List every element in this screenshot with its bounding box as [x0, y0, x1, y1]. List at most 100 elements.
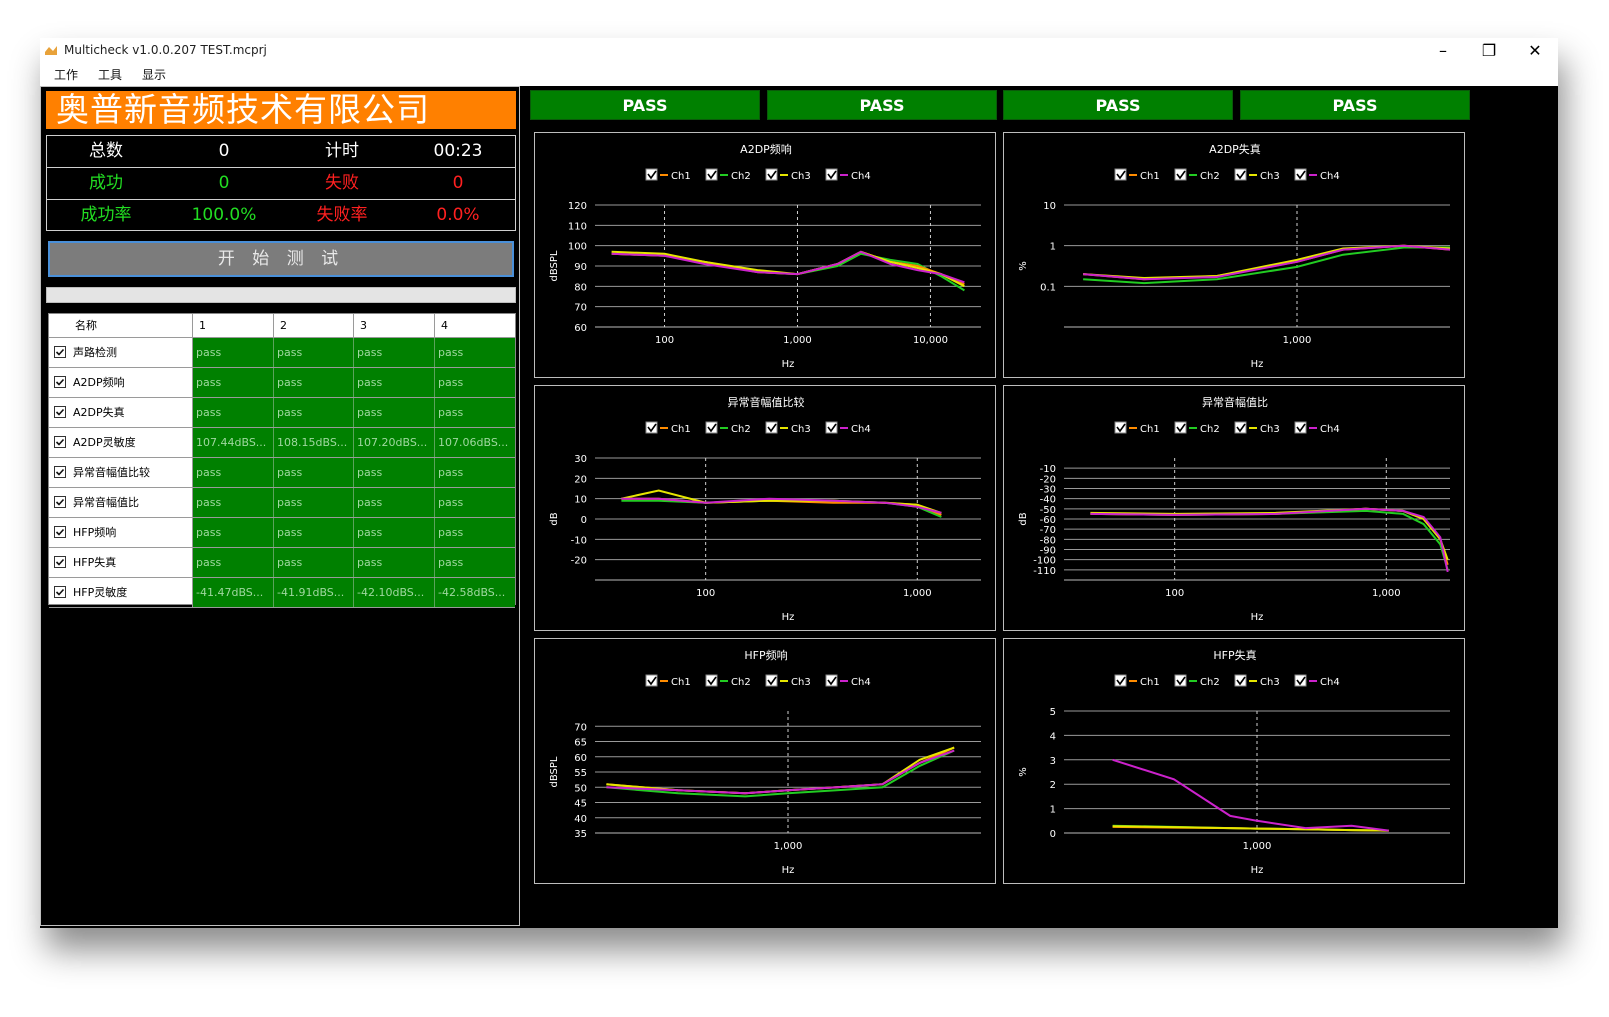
grid-row: HFP频响 pass pass pass pass	[49, 518, 515, 548]
grid-row-name: A2DP频响	[49, 368, 193, 397]
y-tick-label: 120	[568, 201, 587, 212]
grid-row-label: HFP灵敏度	[73, 586, 128, 599]
grid-result-cell: pass	[354, 548, 435, 577]
row-checkbox[interactable]	[54, 586, 66, 598]
legend-checkbox	[765, 168, 778, 181]
menu-tools[interactable]: 工具	[98, 67, 123, 82]
legend-checkbox	[1294, 421, 1307, 434]
row-checkbox[interactable]	[54, 556, 66, 568]
series-line	[1083, 244, 1451, 281]
legend-label: Ch3	[791, 171, 811, 182]
row-checkbox[interactable]	[54, 406, 66, 418]
x-axis-label: Hz	[1251, 865, 1264, 876]
y-tick-label: 50	[574, 783, 587, 794]
check-icon	[1236, 170, 1246, 180]
grid-result-cell: pass	[193, 458, 274, 487]
y-tick-label: 3	[1050, 756, 1056, 767]
legend-label: Ch1	[1140, 171, 1160, 182]
row-checkbox[interactable]	[54, 436, 66, 448]
start-test-button[interactable]: 开 始 测 试	[48, 241, 514, 277]
grid-result-cell: 107.44dBS...	[193, 428, 274, 457]
legend-label: Ch3	[791, 677, 811, 688]
pass-banner-2: PASS	[767, 90, 997, 120]
left-panel: 奥普新音频技术有限公司 总数 0 计时 00:23 成功 0 失败 0 成功率 …	[40, 86, 520, 926]
grid-result-cell: pass	[435, 368, 515, 397]
grid-result-cell: pass	[354, 398, 435, 427]
row-checkbox[interactable]	[54, 376, 66, 388]
y-tick-label: 20	[574, 474, 587, 485]
series-line	[606, 746, 955, 795]
series-line	[621, 497, 942, 514]
app-logo-icon	[45, 46, 57, 55]
x-axis-label: Hz	[782, 359, 795, 370]
check-icon	[1176, 676, 1186, 686]
grid-result-cell: pass	[435, 518, 515, 547]
grid-header-4: 4	[441, 319, 448, 332]
chart-title: A2DP频响	[740, 142, 792, 156]
legend-label: Ch2	[731, 171, 751, 182]
grid-result-cell: pass	[274, 548, 354, 577]
y-tick-label: -70	[1040, 525, 1056, 536]
check-icon	[647, 676, 657, 686]
y-axis-label: dBSPL	[549, 756, 560, 787]
check-icon	[1116, 676, 1126, 686]
grid-result-cell: 107.20dBS...	[354, 428, 435, 457]
y-tick-label: 2	[1050, 780, 1056, 791]
check-icon	[55, 378, 65, 386]
row-checkbox[interactable]	[54, 526, 66, 538]
y-tick-label: 35	[574, 829, 587, 840]
row-checkbox[interactable]	[54, 346, 66, 358]
row-checkbox[interactable]	[54, 466, 66, 478]
timer-value: 00:23	[433, 141, 483, 161]
series-line	[1090, 507, 1449, 566]
legend-label: Ch1	[671, 171, 691, 182]
y-tick-label: 30	[574, 454, 587, 465]
check-icon	[1296, 170, 1306, 180]
y-tick-label: 5	[1050, 707, 1056, 718]
check-icon	[767, 170, 777, 180]
grid-row-name: HFP频响	[49, 518, 193, 547]
legend-label: Ch3	[1260, 677, 1280, 688]
x-tick-label: 1,000	[774, 841, 803, 852]
grid-row: A2DP频响 pass pass pass pass	[49, 368, 515, 398]
check-icon	[767, 676, 777, 686]
legend-label: Ch4	[851, 677, 871, 688]
y-tick-label: 100	[568, 242, 587, 253]
close-button[interactable]: ✕	[1512, 38, 1558, 62]
y-tick-label: 0.1	[1040, 282, 1056, 293]
row-checkbox[interactable]	[54, 496, 66, 508]
grid-result-cell: pass	[274, 338, 354, 367]
legend-label: Ch1	[1140, 677, 1160, 688]
y-tick-label: 70	[574, 722, 587, 733]
legend-checkbox	[645, 674, 658, 687]
grid-row: HFP灵敏度 -41.47dBS... -41.91dBS... -42.10dBS.…	[49, 578, 515, 608]
grid-row-label: A2DP失真	[73, 406, 125, 419]
y-axis-label: dB	[549, 512, 560, 525]
series-line	[1083, 244, 1451, 281]
chart-panel: A2DP失真 Ch1 Ch2 Ch3 Ch4 10 1 0.1 1,000 Hz%	[1003, 132, 1465, 378]
y-axis-label: %	[1018, 767, 1029, 777]
check-icon	[1296, 423, 1306, 433]
grid-result-cell: pass	[435, 488, 515, 517]
grid-row-name: A2DP失真	[49, 398, 193, 427]
check-icon	[55, 528, 65, 536]
legend-label: Ch4	[1320, 171, 1340, 182]
grid-row: 异常音幅值比 pass pass pass pass	[49, 488, 515, 518]
grid-result-cell: pass	[274, 458, 354, 487]
maximize-button[interactable]: ❐	[1466, 38, 1512, 62]
menu-view[interactable]: 显示	[142, 67, 167, 82]
check-icon	[1176, 170, 1186, 180]
menu-work[interactable]: 工作	[54, 67, 79, 82]
legend-checkbox	[825, 674, 838, 687]
x-tick-label: 100	[1165, 588, 1184, 599]
menu-bar: 工作 工具 显示	[40, 62, 1558, 86]
minimize-button[interactable]: –	[1420, 38, 1466, 62]
grid-result-cell: pass	[274, 488, 354, 517]
pass-banner-1: PASS	[530, 90, 760, 120]
minimize-icon: –	[1439, 40, 1447, 60]
grid-row-name: HFP失真	[49, 548, 193, 577]
series-line	[1090, 509, 1449, 571]
y-tick-label: 0	[1050, 829, 1056, 840]
